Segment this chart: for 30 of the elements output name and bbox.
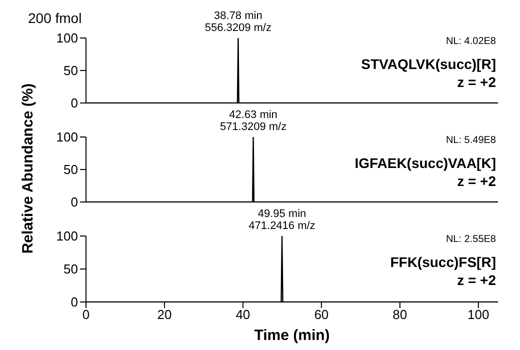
annotation: z = +2 <box>457 74 496 90</box>
x-tick-label: 80 <box>392 307 408 322</box>
y-tick-label: 0 <box>70 294 78 310</box>
annotation: FFK(succ)FS[R] <box>390 254 496 270</box>
y-tick-label: 100 <box>56 30 78 46</box>
y-axis-title: Relative Abundance (%) <box>20 82 36 256</box>
x-tick-label: 20 <box>157 307 172 322</box>
y-tick-label: 50 <box>64 162 78 178</box>
x-axis-title: Time (min) <box>254 327 330 344</box>
annotation: z = +2 <box>457 173 496 189</box>
x-tick-label: 40 <box>236 307 250 322</box>
x-tick-label: 0 <box>82 307 90 322</box>
chart-title: 200 fmol <box>28 10 82 26</box>
y-tick-label: 100 <box>56 228 78 244</box>
annotation: NL: 5.49E8 <box>446 135 496 146</box>
annotation: STVAQLVK(succ)[R] <box>361 56 496 72</box>
annotation: 42.63 min 571.3209 m/z <box>218 109 288 133</box>
y-tick-label: 0 <box>70 194 78 210</box>
y-tick-label: 50 <box>64 262 78 277</box>
annotation: NL: 2.55E8 <box>446 234 496 245</box>
y-tick-label: 0 <box>70 96 78 111</box>
annotation: 38.78 min 556.3209 m/z <box>204 10 272 34</box>
y-tick-label: 100 <box>56 130 78 145</box>
x-tick-label: 100 <box>468 307 490 322</box>
annotation: NL: 4.02E8 <box>446 36 496 47</box>
x-tick-label: 60 <box>314 307 329 322</box>
annotation: z = +2 <box>457 272 496 288</box>
annotation: IGFAEK(succ)VAA[K] <box>354 155 496 171</box>
y-tick-label: 50 <box>64 63 78 78</box>
annotation: 49.95 min 471.2416 m/z <box>248 208 316 232</box>
